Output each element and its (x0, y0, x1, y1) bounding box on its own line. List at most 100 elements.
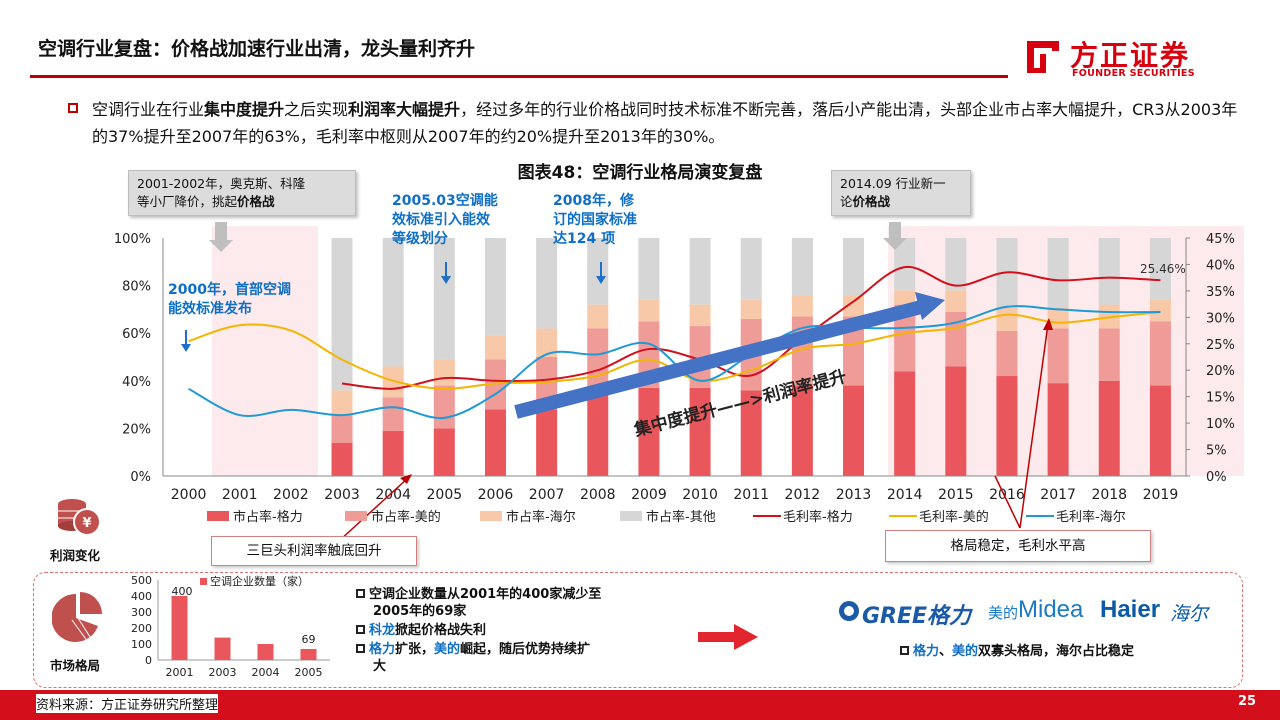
bar-2011-s0 (740, 390, 762, 476)
y-right-tick-8: 40% (1206, 258, 1235, 273)
bar-2004-s1 (382, 397, 404, 431)
bar-2018-s3 (1098, 238, 1120, 305)
x-tick-2015: 2015 (938, 487, 974, 503)
page-title: 空调行业复盘：价格战加速行业出清，龙头量利齐升 (38, 38, 476, 60)
bullet-icon (356, 644, 365, 653)
trend-arrow-icon (514, 292, 945, 419)
line-series-0 (341, 266, 1161, 390)
bar-2019-s0 (1149, 385, 1171, 476)
note-2005-standard: 2005.03空调能 效标准引入能效 等级划分 (392, 193, 498, 247)
callout-2014-price-war: 2014.09 行业新一 论价格战 (831, 170, 971, 216)
down-arrow-2001-icon (209, 222, 233, 252)
bar-2014-s1 (894, 304, 916, 372)
bar-2006-s2 (484, 335, 506, 360)
profit-change-label: 利润变化 (50, 548, 101, 563)
mini-x-tick-2005: 2005 (295, 666, 323, 679)
legend-swatch-0 (207, 511, 229, 521)
down-arrow-2014-icon (883, 222, 907, 250)
bar-2015-s3 (945, 238, 967, 291)
coins-icon: ¥ (58, 499, 101, 536)
mini-x-tick-2001: 2001 (166, 666, 194, 679)
x-tick-2011: 2011 (733, 487, 769, 503)
bar-2019-s2 (1149, 299, 1171, 322)
bar-2010-s2 (689, 304, 711, 327)
legend-swatch-3 (620, 511, 642, 521)
bar-2017-s3 (1047, 238, 1069, 308)
bar-2019-s1 (1149, 321, 1171, 386)
brand-gree: GREE格力 (862, 604, 972, 629)
callout-2001-price-war: 2001-2002年，奥克斯、科隆 等小厂降价，挑起价格战 (128, 170, 356, 216)
blue-arrow-2008-icon (596, 262, 606, 284)
bar-2013-s0 (843, 385, 865, 476)
blue-arrow-2000-icon (181, 330, 191, 352)
y-right-tick-1: 5% (1206, 444, 1227, 459)
x-tick-2000: 2000 (171, 487, 207, 503)
bar-2003-s1 (331, 414, 353, 443)
logo-chinese: 方正证券 (1070, 39, 1191, 72)
bar-2015-s2 (945, 290, 967, 312)
y-right-tick-9: 45% (1206, 232, 1235, 247)
market-pattern-label: 市场格局 (50, 658, 101, 673)
x-tick-2010: 2010 (682, 487, 718, 503)
legend-label-0: 市占率-格力 (233, 509, 303, 525)
y-right-tick-3: 15% (1206, 391, 1235, 406)
intro-paragraph: 空调行业在行业集中度提升之后实现利润率大幅提升，经过多年的行业价格战同时技术标准… (92, 100, 1238, 146)
y-right-tick-4: 20% (1206, 364, 1235, 379)
x-tick-2018: 2018 (1091, 487, 1127, 503)
bar-2005-s1 (433, 385, 455, 429)
pointer-right-2 (994, 475, 1021, 529)
brand-midea: Midea (1018, 596, 1084, 623)
bar-2014-s2 (894, 290, 916, 305)
pointer-right-1 (1019, 323, 1049, 529)
bar-2006-s0 (484, 409, 506, 476)
bar-2003-s2 (331, 390, 353, 415)
x-tick-2012: 2012 (785, 487, 821, 503)
bar-2007-s2 (536, 328, 558, 357)
bar-2019-s3 (1149, 238, 1171, 300)
bar-2013-s1 (843, 316, 865, 386)
bar-2016-s0 (996, 376, 1018, 476)
y-right-tick-2: 10% (1206, 417, 1235, 432)
bar-2004-s3 (382, 238, 404, 367)
bar-2008-s1 (587, 328, 609, 396)
note-2000-standard: 2000年，首部空调 能效标准发布 (168, 282, 291, 317)
legend-label-5: 毛利率-美的 (919, 509, 989, 525)
bar-2004-s0 (382, 430, 404, 476)
x-tick-2004: 2004 (375, 487, 411, 503)
bar-2015-s0 (945, 366, 967, 476)
bar-2016-s2 (996, 307, 1018, 331)
bullet-duopoly: 格力、美的双寡头格局，海尔占比稳定 (900, 643, 1134, 660)
bar-2007-s3 (536, 238, 558, 329)
bullet-square-icon (68, 103, 78, 113)
bar-2012-s2 (791, 295, 813, 317)
box-stable-pattern: 格局稳定，毛利水平高 (885, 530, 1151, 562)
x-tick-2003: 2003 (324, 487, 360, 503)
bar-2005-s3 (433, 238, 455, 360)
bullet-gree-midea: 格力扩张，美的崛起，随后优势持续扩大 (356, 641, 656, 675)
mini-y-tick-0: 0 (145, 654, 152, 667)
mini-bar-2004 (257, 644, 274, 660)
bar-2012-s0 (791, 385, 813, 476)
mini-label-first: 400 (172, 585, 193, 598)
bar-2013-s3 (843, 238, 865, 296)
x-tick-2001: 2001 (222, 487, 258, 503)
bottom-bullets: 空调企业数量从2001年的400家减少至 2005年的69家 科龙掀起价格战失利 … (356, 586, 656, 675)
title-underline (30, 75, 1008, 78)
legend-label-2: 市占率-海尔 (506, 509, 576, 525)
bullet-company-count: 空调企业数量从2001年的400家减少至 2005年的69家 (356, 586, 656, 620)
pointer-left (339, 477, 409, 541)
bar-2017-s1 (1047, 328, 1069, 384)
bar-2015-s1 (945, 311, 967, 367)
x-tick-2013: 2013 (836, 487, 872, 503)
bullet-kelon: 科龙掀起价格战失利 (356, 622, 656, 639)
market-pattern-panel (33, 572, 1243, 688)
bar-2005-s0 (433, 428, 455, 476)
brand-haier: Haier (1100, 596, 1161, 623)
pie-chart-icon (52, 592, 102, 643)
bar-2009-s3 (638, 238, 660, 300)
bar-2010-s0 (689, 387, 711, 476)
bar-2008-s3 (587, 238, 609, 305)
bar-2012-s3 (791, 238, 813, 296)
y-left-tick-5: 100% (114, 232, 151, 247)
x-tick-2005: 2005 (427, 487, 463, 503)
